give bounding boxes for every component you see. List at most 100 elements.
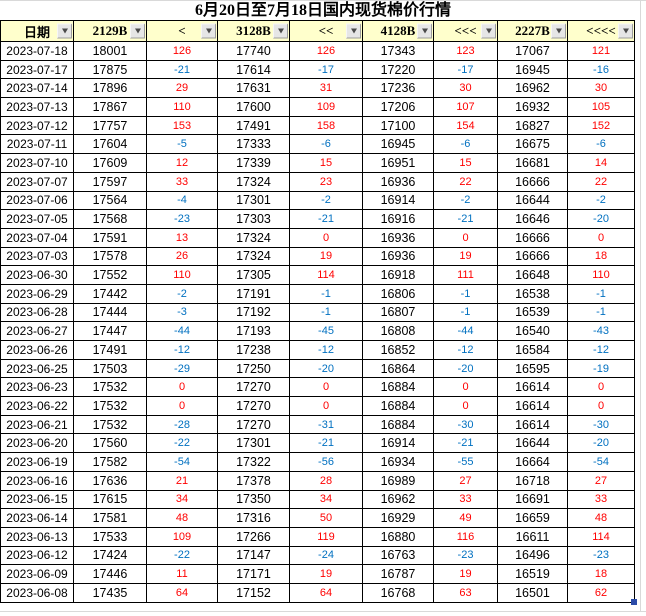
date-cell[interactable]: 2023-07-13 — [0, 97, 74, 117]
change-cell[interactable]: 33 — [567, 489, 635, 510]
change-cell[interactable]: -23 — [433, 545, 498, 566]
change-cell[interactable]: 111 — [433, 265, 498, 285]
price-cell[interactable]: 17324 — [217, 171, 290, 192]
change-cell[interactable]: 19 — [433, 564, 498, 584]
change-cell[interactable]: -43 — [567, 321, 635, 341]
price-cell[interactable]: 17604 — [73, 134, 147, 155]
price-cell[interactable]: 16646 — [497, 209, 568, 229]
change-cell[interactable]: 126 — [289, 41, 363, 61]
price-cell[interactable]: 16681 — [497, 153, 568, 173]
change-cell[interactable]: -20 — [289, 358, 363, 379]
change-cell[interactable]: 0 — [567, 396, 635, 416]
price-cell[interactable]: 16884 — [362, 377, 434, 398]
change-cell[interactable]: 0 — [567, 377, 635, 398]
date-cell[interactable]: 2023-07-14 — [0, 78, 74, 99]
change-cell[interactable]: 152 — [567, 115, 635, 136]
change-cell[interactable]: 13 — [146, 227, 218, 248]
change-cell[interactable]: -1 — [567, 283, 635, 304]
change-cell[interactable]: 116 — [433, 526, 498, 547]
price-cell[interactable]: 17532 — [73, 414, 147, 435]
price-cell[interactable]: 16644 — [497, 190, 568, 211]
fill-handle[interactable] — [631, 599, 637, 605]
price-cell[interactable]: 16666 — [497, 171, 568, 192]
price-cell[interactable]: 17444 — [73, 302, 147, 323]
change-cell[interactable]: -55 — [433, 452, 498, 472]
price-cell[interactable]: 17333 — [217, 134, 290, 155]
change-cell[interactable]: 18 — [567, 246, 635, 267]
change-cell[interactable]: 110 — [146, 97, 218, 117]
change-cell[interactable]: 34 — [146, 489, 218, 510]
change-cell[interactable]: -19 — [567, 358, 635, 379]
change-cell[interactable]: 23 — [289, 171, 363, 192]
change-cell[interactable]: 107 — [433, 97, 498, 117]
price-cell[interactable]: 17564 — [73, 190, 147, 211]
price-cell[interactable]: 16929 — [362, 508, 434, 528]
price-cell[interactable]: 16691 — [497, 489, 568, 510]
change-cell[interactable]: -56 — [289, 452, 363, 472]
change-cell[interactable]: 110 — [567, 265, 635, 285]
change-cell[interactable]: 64 — [289, 582, 363, 604]
date-cell[interactable]: 2023-07-05 — [0, 209, 74, 229]
price-cell[interactable]: 17270 — [217, 414, 290, 435]
price-cell[interactable]: 17491 — [217, 115, 290, 136]
price-cell[interactable]: 17324 — [217, 227, 290, 248]
price-cell[interactable]: 17191 — [217, 283, 290, 304]
price-cell[interactable]: 16808 — [362, 321, 434, 341]
price-cell[interactable]: 17552 — [73, 265, 147, 285]
price-cell[interactable]: 17236 — [362, 78, 434, 99]
change-cell[interactable]: -54 — [146, 452, 218, 472]
change-cell[interactable]: -44 — [146, 321, 218, 341]
price-cell[interactable]: 17600 — [217, 97, 290, 117]
change-cell[interactable]: 11 — [146, 564, 218, 584]
date-cell[interactable]: 2023-07-11 — [0, 134, 74, 155]
price-cell[interactable]: 16519 — [497, 564, 568, 584]
date-cell[interactable]: 2023-06-25 — [0, 358, 74, 379]
price-cell[interactable]: 17303 — [217, 209, 290, 229]
change-cell[interactable]: 64 — [146, 582, 218, 604]
price-cell[interactable]: 17192 — [217, 302, 290, 323]
change-cell[interactable]: -1 — [433, 302, 498, 323]
change-cell[interactable]: 110 — [146, 265, 218, 285]
date-cell[interactable]: 2023-06-16 — [0, 470, 74, 491]
price-cell[interactable]: 16501 — [497, 582, 568, 604]
date-cell[interactable]: 2023-06-08 — [0, 582, 74, 604]
change-cell[interactable]: 0 — [289, 227, 363, 248]
price-cell[interactable]: 16718 — [497, 470, 568, 491]
change-cell[interactable]: 0 — [146, 377, 218, 398]
price-cell[interactable]: 16936 — [362, 227, 434, 248]
date-cell[interactable]: 2023-07-17 — [0, 59, 74, 80]
date-cell[interactable]: 2023-06-22 — [0, 396, 74, 416]
price-cell[interactable]: 16914 — [362, 433, 434, 454]
change-cell[interactable]: -4 — [146, 190, 218, 211]
change-cell[interactable]: -23 — [567, 545, 635, 566]
price-cell[interactable]: 16916 — [362, 209, 434, 229]
change-cell[interactable]: -30 — [567, 414, 635, 435]
change-cell[interactable]: 50 — [289, 508, 363, 528]
price-cell[interactable]: 17581 — [73, 508, 147, 528]
change-cell[interactable]: 49 — [433, 508, 498, 528]
price-cell[interactable]: 17631 — [217, 78, 290, 99]
price-cell[interactable]: 17270 — [217, 396, 290, 416]
change-cell[interactable]: 109 — [146, 526, 218, 547]
change-cell[interactable]: 12 — [146, 153, 218, 173]
change-cell[interactable]: -24 — [289, 545, 363, 566]
price-cell[interactable]: 17322 — [217, 452, 290, 472]
change-cell[interactable]: 0 — [433, 377, 498, 398]
change-cell[interactable]: 62 — [567, 582, 635, 604]
change-cell[interactable]: 48 — [567, 508, 635, 528]
price-cell[interactable]: 17560 — [73, 433, 147, 454]
change-cell[interactable]: -20 — [433, 358, 498, 379]
change-cell[interactable]: 0 — [146, 396, 218, 416]
price-cell[interactable]: 17339 — [217, 153, 290, 173]
price-cell[interactable]: 17442 — [73, 283, 147, 304]
filter-button[interactable] — [130, 23, 145, 39]
change-cell[interactable]: -2 — [289, 190, 363, 211]
price-cell[interactable]: 17100 — [362, 115, 434, 136]
price-cell[interactable]: 17305 — [217, 265, 290, 285]
price-cell[interactable]: 16989 — [362, 470, 434, 491]
price-cell[interactable]: 16539 — [497, 302, 568, 323]
change-cell[interactable]: 19 — [289, 564, 363, 584]
price-cell[interactable]: 16936 — [362, 171, 434, 192]
price-cell[interactable]: 16659 — [497, 508, 568, 528]
change-cell[interactable]: -17 — [289, 59, 363, 80]
